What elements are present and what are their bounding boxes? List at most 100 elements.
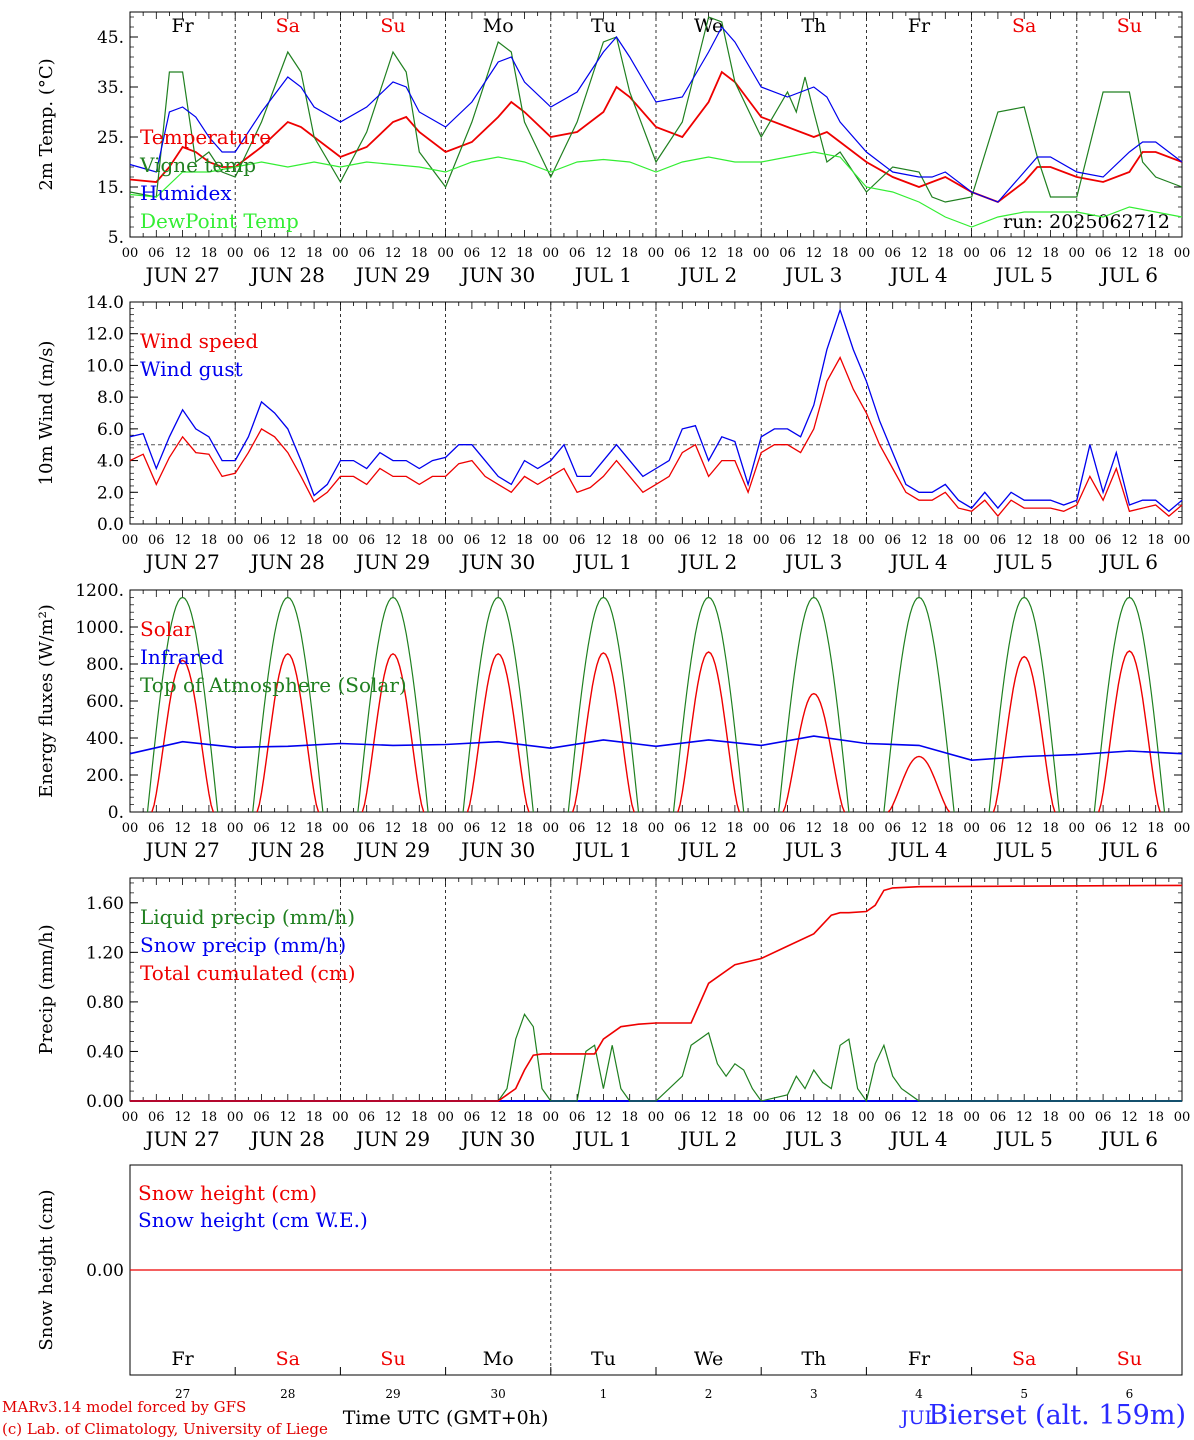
day-label: JUN 27 bbox=[144, 263, 220, 287]
hour-label: 12 bbox=[595, 246, 612, 261]
hour-label: 06 bbox=[148, 246, 165, 261]
weekday-label: Sa bbox=[276, 1348, 300, 1370]
hour-label: 18 bbox=[937, 533, 954, 548]
day-label: JUL 4 bbox=[888, 263, 947, 287]
day-label: JUL 1 bbox=[573, 838, 632, 862]
hour-label: 18 bbox=[832, 246, 849, 261]
y-tick-label: 14.0 bbox=[86, 293, 124, 313]
weekday-label: Th bbox=[801, 15, 826, 37]
hour-label: 06 bbox=[1095, 1110, 1112, 1125]
day-label: JUN 30 bbox=[459, 263, 535, 287]
day-label: JUL 2 bbox=[678, 263, 737, 287]
hour-label: 00 bbox=[437, 1110, 454, 1125]
hour-label: 06 bbox=[569, 246, 586, 261]
hour-label: 12 bbox=[911, 821, 928, 836]
day-label: JUL 6 bbox=[1099, 550, 1158, 574]
bottom-day-number: 2 bbox=[705, 1387, 713, 1401]
hour-label: 18 bbox=[306, 821, 323, 836]
hour-label: 06 bbox=[674, 246, 691, 261]
day-label: JUN 27 bbox=[144, 838, 220, 862]
hour-label: 18 bbox=[937, 821, 954, 836]
hour-label: 00 bbox=[963, 246, 980, 261]
hour-label: 12 bbox=[1016, 533, 1033, 548]
day-label: JUL 6 bbox=[1099, 838, 1158, 862]
hour-label: 18 bbox=[727, 1110, 744, 1125]
series-line-total-cumulated bbox=[130, 884, 1183, 1102]
hour-label: 18 bbox=[621, 533, 638, 548]
hour-label: 12 bbox=[490, 1110, 507, 1125]
hour-label: 12 bbox=[1121, 1110, 1138, 1125]
series-line-solar bbox=[1098, 650, 1161, 813]
y-tick-label: 0.80 bbox=[86, 993, 124, 1013]
hour-label: 06 bbox=[464, 821, 481, 836]
hour-label: 18 bbox=[516, 246, 533, 261]
hour-label: 06 bbox=[884, 1110, 901, 1125]
series-line-solar bbox=[361, 652, 425, 813]
hour-label: 06 bbox=[148, 533, 165, 548]
hour-label: 18 bbox=[727, 821, 744, 836]
series-line-dewpoint-temp bbox=[129, 151, 1183, 228]
hour-label: 00 bbox=[332, 246, 349, 261]
hour-label: 12 bbox=[911, 246, 928, 261]
series-line-toa-solar bbox=[252, 596, 324, 813]
series-line-wind-gust bbox=[129, 307, 1183, 513]
hour-label: 06 bbox=[464, 1110, 481, 1125]
hour-label: 06 bbox=[569, 533, 586, 548]
y-axis-title: 2m Temp. (°C) bbox=[36, 58, 57, 190]
series-line-solar bbox=[782, 692, 846, 813]
hour-label: 12 bbox=[700, 533, 717, 548]
weekday-label: Fr bbox=[171, 15, 194, 37]
day-label: JUL 3 bbox=[783, 263, 842, 287]
day-label: JUN 28 bbox=[249, 263, 325, 287]
series-line-toa-solar bbox=[567, 596, 640, 813]
day-label: JUL 3 bbox=[783, 1127, 842, 1151]
panel-1 bbox=[129, 11, 1183, 238]
hour-label: 00 bbox=[543, 821, 560, 836]
day-label: JUL 4 bbox=[888, 1127, 947, 1151]
weekday-label: Su bbox=[380, 15, 405, 37]
hour-label: 00 bbox=[1069, 246, 1086, 261]
day-label: JUL 5 bbox=[994, 550, 1053, 574]
y-tick-label: 6.0 bbox=[97, 420, 124, 440]
panel-3 bbox=[129, 589, 1183, 813]
y-tick-label: 200. bbox=[86, 766, 124, 786]
day-label: JUL 6 bbox=[1099, 1127, 1158, 1151]
series-line-liquid-precip bbox=[130, 1013, 1182, 1103]
hour-label: 12 bbox=[1016, 821, 1033, 836]
hour-label: 18 bbox=[1042, 821, 1059, 836]
day-label: JUL 5 bbox=[994, 263, 1053, 287]
hour-label: 18 bbox=[306, 1110, 323, 1125]
hour-label: 06 bbox=[358, 821, 375, 836]
hour-label: 00 bbox=[648, 1110, 665, 1125]
hour-label: 06 bbox=[1095, 533, 1112, 548]
hour-label: 00 bbox=[227, 533, 244, 548]
hour-label: 00 bbox=[1174, 246, 1191, 261]
hour-label: 12 bbox=[595, 1110, 612, 1125]
hour-label: 18 bbox=[411, 246, 428, 261]
hour-label: 18 bbox=[201, 1110, 218, 1125]
hour-label: 00 bbox=[332, 821, 349, 836]
bottom-day-number: 30 bbox=[491, 1387, 506, 1401]
day-label: JUN 30 bbox=[459, 1127, 535, 1151]
hour-label: 00 bbox=[858, 821, 875, 836]
hour-label: 06 bbox=[779, 1110, 796, 1125]
series-line-toa-solar bbox=[357, 596, 429, 813]
hour-label: 12 bbox=[1016, 1110, 1033, 1125]
y-axis-title: Energy fluxes (W/m²) bbox=[36, 604, 57, 798]
day-label: JUL 3 bbox=[783, 838, 842, 862]
y-tick-label: 0.40 bbox=[86, 1042, 124, 1062]
station-name: Bierset (alt. 159m) bbox=[928, 1400, 1186, 1431]
bottom-day-number: 6 bbox=[1126, 1387, 1134, 1401]
hour-label: 18 bbox=[1147, 1110, 1164, 1125]
y-tick-label: 12.0 bbox=[86, 325, 124, 345]
hour-label: 18 bbox=[1147, 533, 1164, 548]
bottom-day-number: 27 bbox=[175, 1387, 190, 1401]
hour-label: 06 bbox=[779, 821, 796, 836]
legend-entry: Snow precip (mm/h) bbox=[140, 933, 346, 957]
hour-label: 18 bbox=[727, 246, 744, 261]
y-tick-label: 2.0 bbox=[97, 483, 124, 503]
day-label: JUN 27 bbox=[144, 550, 220, 574]
hour-label: 12 bbox=[174, 246, 191, 261]
hour-label: 12 bbox=[595, 821, 612, 836]
hour-label: 12 bbox=[174, 533, 191, 548]
